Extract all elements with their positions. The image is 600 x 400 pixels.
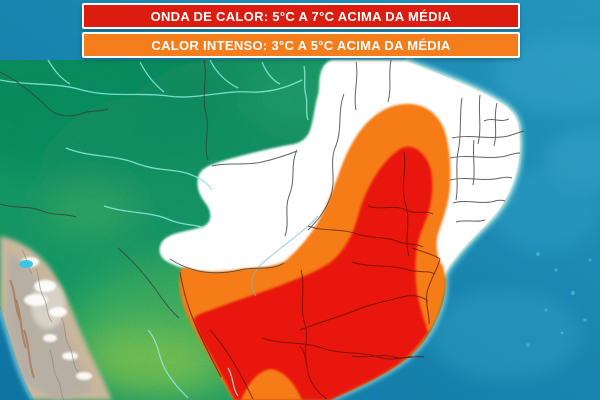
- state-borders: [0, 59, 525, 319]
- rivers: [0, 59, 309, 399]
- ocean-light-patches: [430, 37, 600, 380]
- heat-zone-extreme: [194, 146, 433, 400]
- river-tocantins: [251, 215, 319, 297]
- state-borders-heat-area: [179, 151, 441, 400]
- ocean-specks: [526, 252, 592, 347]
- warning-banners: ONDA DE CALOR: 5°C A 7°C ACIMA DA MÉDIA …: [82, 3, 520, 61]
- heat-wave-banner-label: ONDA DE CALOR: 5°C A 7°C ACIMA DA MÉDIA: [150, 8, 452, 24]
- heat-zone-moderate-tongue: [241, 369, 302, 400]
- intense-heat-banner-label: CALOR INTENSO: 3°C A 5°C ACIMA DA MÉDIA: [151, 37, 451, 53]
- heat-wave-banner: ONDA DE CALOR: 5°C A 7°C ACIMA DA MÉDIA: [82, 3, 520, 29]
- lake-titicaca: [19, 260, 33, 268]
- andes-mountains: [0, 236, 112, 400]
- intense-heat-banner: CALOR INTENSO: 3°C A 5°C ACIMA DA MÉDIA: [82, 32, 520, 58]
